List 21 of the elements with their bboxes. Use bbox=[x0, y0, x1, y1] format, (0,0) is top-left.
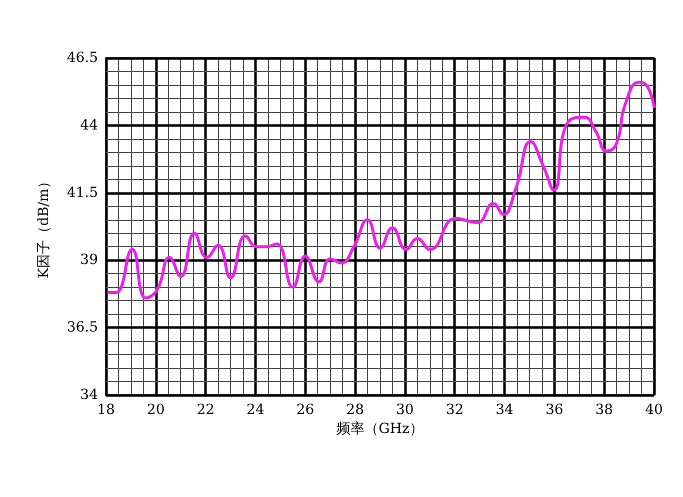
y-axis-title: K因子（dB/m） bbox=[36, 174, 52, 278]
x-tick-label: 36 bbox=[545, 402, 564, 418]
x-tick-label: 34 bbox=[496, 402, 514, 418]
y-tick-label: 39 bbox=[80, 252, 98, 268]
x-tick-label: 40 bbox=[645, 402, 663, 418]
y-tick-label: 34 bbox=[80, 387, 98, 403]
x-tick-label: 32 bbox=[446, 402, 464, 418]
y-tick-label: 36.5 bbox=[66, 320, 98, 336]
x-tick-label: 20 bbox=[146, 402, 165, 418]
x-tick-label: 30 bbox=[396, 402, 414, 418]
x-tick-label: 22 bbox=[196, 402, 215, 418]
y-tick-label: 41.5 bbox=[66, 184, 98, 201]
x-axis-title: 频率（GHz） bbox=[336, 420, 424, 437]
x-tick-label: 38 bbox=[595, 402, 614, 418]
x-tick-label: 26 bbox=[296, 402, 314, 418]
x-tick-label: 18 bbox=[97, 402, 115, 418]
x-tick-label: 28 bbox=[346, 402, 364, 418]
y-tick-label: 46.5 bbox=[66, 50, 98, 66]
y-tick-label: 44 bbox=[80, 117, 98, 134]
line-series bbox=[106, 80, 656, 300]
x-tick-label: 24 bbox=[246, 402, 264, 418]
